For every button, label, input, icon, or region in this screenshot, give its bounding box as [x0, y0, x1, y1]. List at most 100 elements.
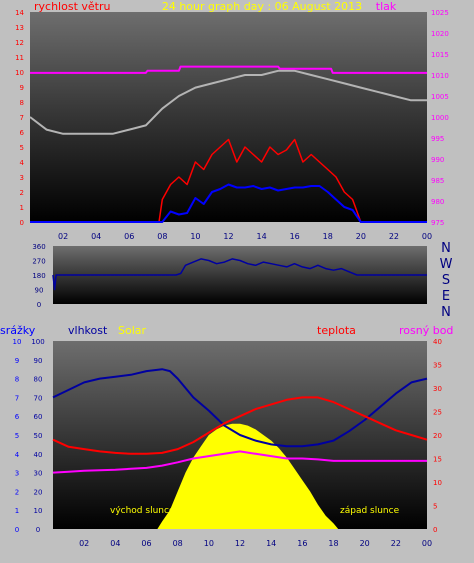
rain-axis-tick: 3 [15, 470, 19, 478]
direction-label-n-top: N [441, 241, 451, 256]
humidity-axis-tick: 100 [31, 338, 44, 346]
direction-axis-tick: 270 [32, 258, 45, 266]
dew-point-label: rosný bod [399, 324, 453, 337]
wind-axis-tick: 1 [20, 204, 24, 212]
wind-axis-label: rychlost větru [34, 0, 110, 13]
pressure-axis-tick: 980 [431, 198, 444, 206]
wind-axis-tick: 6 [20, 129, 25, 137]
rain-axis-label: srážky [0, 324, 36, 337]
temperature-axis-tick: 5 [433, 503, 437, 511]
temperature-axis-tick: 15 [433, 456, 442, 464]
pressure-axis-label: tlak [376, 0, 397, 13]
wind-direction-line [52, 258, 427, 291]
rain-axis-tick: 0 [15, 526, 19, 534]
chart-title: 24 hour graph day : 06 August 2013 [162, 0, 362, 13]
rain-axis-tick: 7 [15, 394, 19, 402]
temperature-axis-tick: 20 [433, 432, 442, 440]
wind-axis-tick: 10 [15, 69, 24, 77]
wind-axis-tick: 5 [20, 144, 24, 152]
direction-axis-tick: 0 [37, 301, 41, 309]
sunrise-annotation: východ slunce [110, 506, 175, 516]
wind-axis-tick: 7 [20, 114, 24, 122]
wind-axis-tick: 0 [20, 219, 24, 227]
direction-axis-tick: 360 [32, 243, 45, 251]
x-tick-label: 06 [141, 539, 151, 548]
x-tick-label: 04 [91, 232, 101, 241]
x-tick-label: 20 [360, 539, 370, 548]
temperature-axis-label: teplota [317, 324, 356, 337]
direction-label-n-bottom: N [441, 305, 451, 320]
rain-axis-tick: 1 [15, 507, 19, 515]
wind-axis-tick: 3 [20, 174, 24, 182]
wind-pressure-series-line [30, 65, 427, 74]
pressure-axis-tick: 985 [431, 177, 444, 185]
x-tick-label: 04 [110, 539, 120, 548]
pressure-axis-tick: 975 [431, 219, 444, 227]
wind-axis-tick: 14 [15, 9, 24, 17]
wind-axis-tick: 13 [15, 24, 24, 32]
solar-area [157, 423, 339, 529]
x-tick-label: 08 [157, 232, 167, 241]
x-tick-label: 14 [256, 232, 266, 241]
direction-label-e: E [442, 289, 450, 304]
pressure-axis-tick: 1015 [431, 51, 449, 59]
x-tick-label: 10 [204, 539, 214, 548]
humidity-axis-tick: 60 [34, 413, 43, 421]
rain-axis-tick: 6 [15, 413, 20, 421]
rain-axis-tick: 2 [15, 488, 19, 496]
x-tick-label: 12 [223, 232, 233, 241]
wind-axis-tick: 8 [20, 99, 24, 107]
pressure-axis-tick: 1000 [431, 114, 449, 122]
direction-label-s: S [442, 273, 450, 288]
wind-axis-tick: 9 [20, 84, 24, 92]
temperature-axis-tick: 30 [433, 385, 442, 393]
humidity-axis-tick: 30 [34, 470, 43, 478]
pressure-axis-tick: 1005 [431, 93, 449, 101]
rain-axis-tick: 10 [13, 338, 22, 346]
x-tick-label: 16 [297, 539, 307, 548]
direction-label-w: W [440, 257, 453, 272]
x-tick-label: 22 [389, 232, 399, 241]
x-tick-label: 06 [124, 232, 134, 241]
temperature-axis-tick: 25 [433, 409, 442, 417]
temperature-axis-tick: 35 [433, 362, 442, 370]
wind-pressure-plot-area [30, 12, 427, 222]
temperature-axis-tick: 10 [433, 479, 442, 487]
humidity-axis-tick: 70 [34, 394, 43, 402]
humidity-axis-label: vlhkost [68, 324, 108, 337]
x-tick-label: 20 [356, 232, 366, 241]
humidity-axis-tick: 80 [34, 376, 43, 384]
wind-pressure-series-line [30, 183, 427, 223]
humidity-axis-tick: 10 [34, 507, 43, 515]
humidity-axis-tick: 20 [34, 488, 43, 496]
pressure-axis-tick: 1025 [431, 9, 449, 17]
temperature-axis-tick: 40 [433, 338, 442, 346]
x-tick-label: 08 [173, 539, 183, 548]
x-tick-label: 12 [235, 539, 245, 548]
x-tick-label: 18 [328, 539, 338, 548]
temperature-humidity-series-line [52, 396, 428, 455]
pressure-axis-tick: 990 [431, 156, 444, 164]
x-tick-label: 10 [190, 232, 200, 241]
humidity-axis-tick: 40 [34, 451, 43, 459]
humidity-axis-tick: 90 [34, 357, 43, 365]
direction-axis-tick: 180 [32, 272, 45, 280]
humidity-axis-tick: 50 [34, 432, 43, 440]
rain-axis-tick: 8 [15, 376, 19, 384]
wind-axis-tick: 4 [20, 159, 25, 167]
wind-axis-tick: 12 [15, 39, 24, 47]
temperature-axis-tick: 0 [433, 526, 437, 534]
wind-axis-tick: 11 [15, 54, 24, 62]
wind-pressure-series-line [29, 69, 427, 135]
pressure-axis-tick: 1010 [431, 72, 449, 80]
rain-axis-tick: 4 [15, 451, 20, 459]
x-tick-label: 02 [58, 232, 68, 241]
direction-axis-tick: 90 [35, 287, 44, 295]
temperature-humidity-series-line [52, 450, 427, 474]
rain-axis-tick: 5 [15, 432, 19, 440]
x-tick-label: 16 [290, 232, 300, 241]
humidity-axis-tick: 0 [36, 526, 40, 534]
x-tick-label: 14 [266, 539, 276, 548]
